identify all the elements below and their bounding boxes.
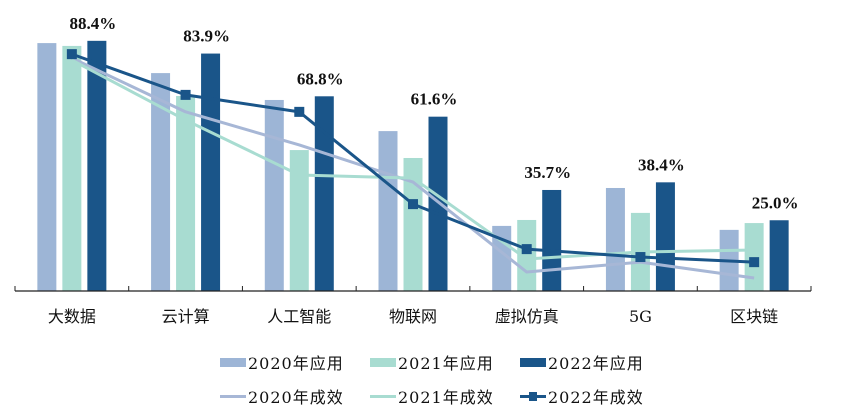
bar-2022年应用-5G <box>655 182 675 291</box>
bar-2021年应用-大数据 <box>62 45 82 292</box>
category-labels-layer: 大数据 云计算 人工智能 物联网 虚拟仿真 5G 区块链 <box>48 307 778 326</box>
legend-swatch-2021-app <box>370 357 396 367</box>
bar-2022年应用-人工智能 <box>314 96 334 292</box>
bar-2021年应用-云计算 <box>176 96 196 291</box>
marker-2022年成效-人工智能 <box>294 106 305 117</box>
data-label: 25.0% <box>752 193 799 212</box>
marker-2022年成效-区块链 <box>749 257 760 268</box>
bars-layer <box>37 40 789 292</box>
marker-2022年成效-5G <box>635 252 646 263</box>
data-label: 38.4% <box>638 155 685 174</box>
legend-label: 2021年应用 <box>398 354 494 373</box>
data-label: 35.7% <box>524 163 571 182</box>
data-label: 83.9% <box>183 27 230 46</box>
legend: 2020年应用 2021年应用 2022年应用 2020年成效 2021年成效 … <box>220 345 700 413</box>
legend-label: 2022年应用 <box>548 354 644 373</box>
x-tick-label: 5G <box>629 307 652 326</box>
bar-2020年应用-5G <box>605 187 625 291</box>
bar-2022年应用-云计算 <box>201 53 221 291</box>
legend-label: 2020年应用 <box>248 354 344 373</box>
legend-swatch-2022-effect <box>520 391 546 401</box>
legend-row-lines: 2020年成效 2021年成效 2022年成效 <box>220 379 700 413</box>
legend-label: 2021年成效 <box>398 388 494 407</box>
bar-2022年应用-大数据 <box>87 40 107 291</box>
marker-2022年成效-物联网 <box>408 199 418 210</box>
legend-item-2020-app[interactable]: 2020年应用 <box>220 350 370 374</box>
bar-2022年应用-虚拟仿真 <box>542 189 562 291</box>
chart: 88.4% 83.9% 68.8% 61.6% 35.7% 38.4% 25.0% 大数据 云… <box>14 14 812 326</box>
legend-swatch-2020-effect <box>220 394 246 398</box>
x-axis <box>14 286 812 292</box>
legend-item-2022-effect[interactable]: 2022年成效 <box>520 384 670 408</box>
legend-swatch-2022-app <box>520 357 546 367</box>
marker-2022年成效-云计算 <box>180 89 191 100</box>
x-tick-label: 区块链 <box>730 307 778 326</box>
bar-2022年应用-区块链 <box>769 220 789 291</box>
data-label: 88.4% <box>69 14 116 33</box>
line-2021年成效 <box>71 58 755 261</box>
x-tick-label: 云计算 <box>162 307 210 326</box>
x-tick-label: 虚拟仿真 <box>495 307 559 326</box>
x-tick-label: 人工智能 <box>267 307 331 326</box>
legend-swatch-2021-effect <box>370 394 396 398</box>
x-tick-label: 物联网 <box>389 307 437 326</box>
bar-2020年应用-人工智能 <box>264 99 284 291</box>
bar-2020年应用-物联网 <box>378 131 398 291</box>
bar-2021年应用-人工智能 <box>289 150 309 291</box>
data-labels-layer: 88.4% 83.9% 68.8% 61.6% 35.7% 38.4% 25.0% <box>69 14 798 212</box>
bar-2022年应用-物联网 <box>428 116 448 291</box>
legend-item-2021-effect[interactable]: 2021年成效 <box>370 384 520 408</box>
data-label: 61.6% <box>411 90 458 109</box>
line-2020年成效 <box>71 56 755 280</box>
legend-item-2022-app[interactable]: 2022年应用 <box>520 350 670 374</box>
bar-2020年应用-云计算 <box>151 73 171 291</box>
legend-row-bars: 2020年应用 2021年应用 2022年应用 <box>220 345 700 379</box>
bar-2020年应用-大数据 <box>37 43 57 292</box>
data-label: 68.8% <box>297 69 344 88</box>
lines-layer <box>66 49 760 280</box>
marker-2022年成效-虚拟仿真 <box>521 244 532 255</box>
bar-2021年应用-虚拟仿真 <box>517 219 537 291</box>
square-marker-icon <box>529 391 537 401</box>
bar-2021年应用-物联网 <box>403 157 423 291</box>
marker-2022年成效-大数据 <box>66 49 77 60</box>
bar-2021年应用-区块链 <box>744 223 764 291</box>
legend-label: 2022年成效 <box>548 388 644 407</box>
legend-item-2021-app[interactable]: 2021年应用 <box>370 350 520 374</box>
legend-item-2020-effect[interactable]: 2020年成效 <box>220 384 370 408</box>
legend-swatch-2020-app <box>220 357 246 367</box>
x-tick-label: 大数据 <box>48 307 96 326</box>
legend-label: 2020年成效 <box>248 388 344 407</box>
